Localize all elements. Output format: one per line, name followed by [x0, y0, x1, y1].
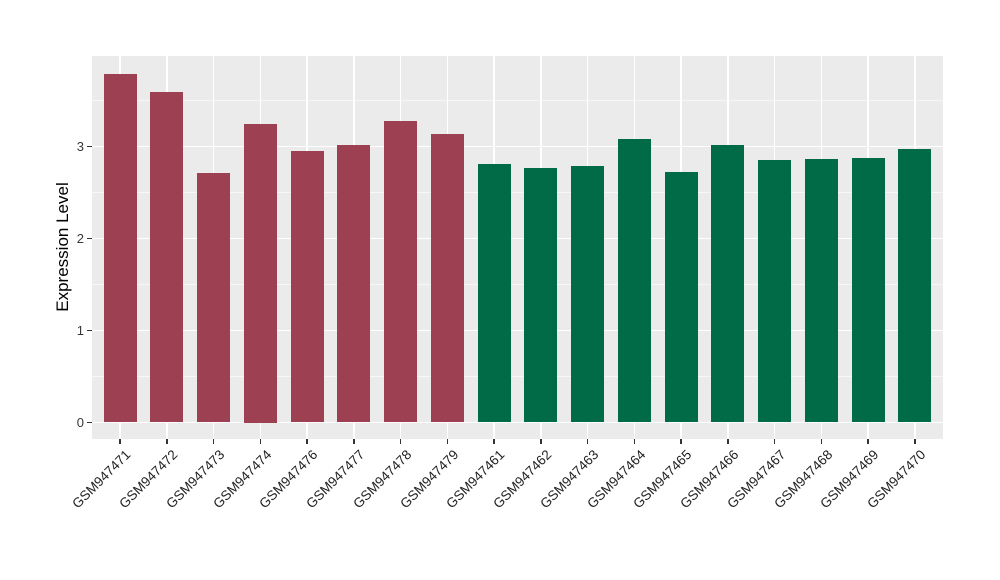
bar-GSM947464 [617, 139, 651, 423]
x-tick-mark [259, 439, 262, 444]
bar-GSM947470 [898, 149, 932, 423]
x-tick-mark [914, 439, 916, 444]
x-tick-mark [586, 439, 589, 444]
x-tick-mark [680, 439, 682, 444]
x-tick-mark [119, 439, 121, 444]
y-tick-label: 0 [76, 414, 84, 430]
x-tick-mark [820, 439, 823, 444]
x-tick-mark [353, 439, 355, 444]
x-tick-mark [773, 439, 776, 444]
x-tick-mark [446, 439, 449, 444]
minor-gridline [92, 100, 943, 101]
y-axis-title: Expression Level [53, 182, 72, 312]
x-tick-mark [867, 439, 869, 444]
bar-GSM947476 [290, 151, 324, 423]
minor-gridline [92, 284, 943, 285]
major-gridline [92, 237, 943, 240]
bar-GSM947473 [197, 173, 231, 423]
bar-GSM947471 [103, 73, 137, 423]
bar-GSM947469 [851, 157, 885, 423]
x-tick-mark [540, 439, 542, 444]
bar-GSM947462 [524, 167, 558, 423]
major-gridline [92, 329, 943, 332]
y-tick-mark [87, 421, 92, 424]
major-gridline [92, 421, 943, 424]
bar-GSM947466 [711, 144, 745, 423]
bar-GSM947467 [758, 160, 792, 423]
minor-gridline [92, 376, 943, 377]
major-gridline [92, 145, 943, 148]
minor-gridline [92, 192, 943, 193]
bar-GSM947478 [384, 120, 418, 423]
y-tick-mark [87, 237, 92, 240]
bar-GSM947477 [337, 144, 371, 423]
x-tick-mark [493, 439, 495, 444]
x-tick-mark [633, 439, 636, 444]
x-tick-mark [727, 439, 729, 444]
bar-GSM947474 [243, 123, 277, 423]
x-tick-mark [212, 439, 215, 444]
bar-GSM947468 [804, 159, 838, 423]
x-tick-mark [306, 439, 308, 444]
bar-GSM947463 [571, 165, 605, 423]
y-tick-mark [87, 329, 92, 332]
plot-panel [92, 56, 943, 439]
y-tick-label: 1 [76, 322, 84, 338]
x-tick-mark [399, 439, 402, 444]
x-tick-mark [166, 439, 168, 444]
bar-GSM947472 [150, 92, 184, 423]
y-tick-label: 2 [76, 230, 84, 246]
y-tick-mark [87, 145, 92, 148]
bar-GSM947479 [430, 133, 464, 423]
y-tick-label: 3 [76, 138, 84, 154]
bar-GSM947465 [664, 172, 698, 423]
bar-GSM947461 [477, 163, 511, 423]
